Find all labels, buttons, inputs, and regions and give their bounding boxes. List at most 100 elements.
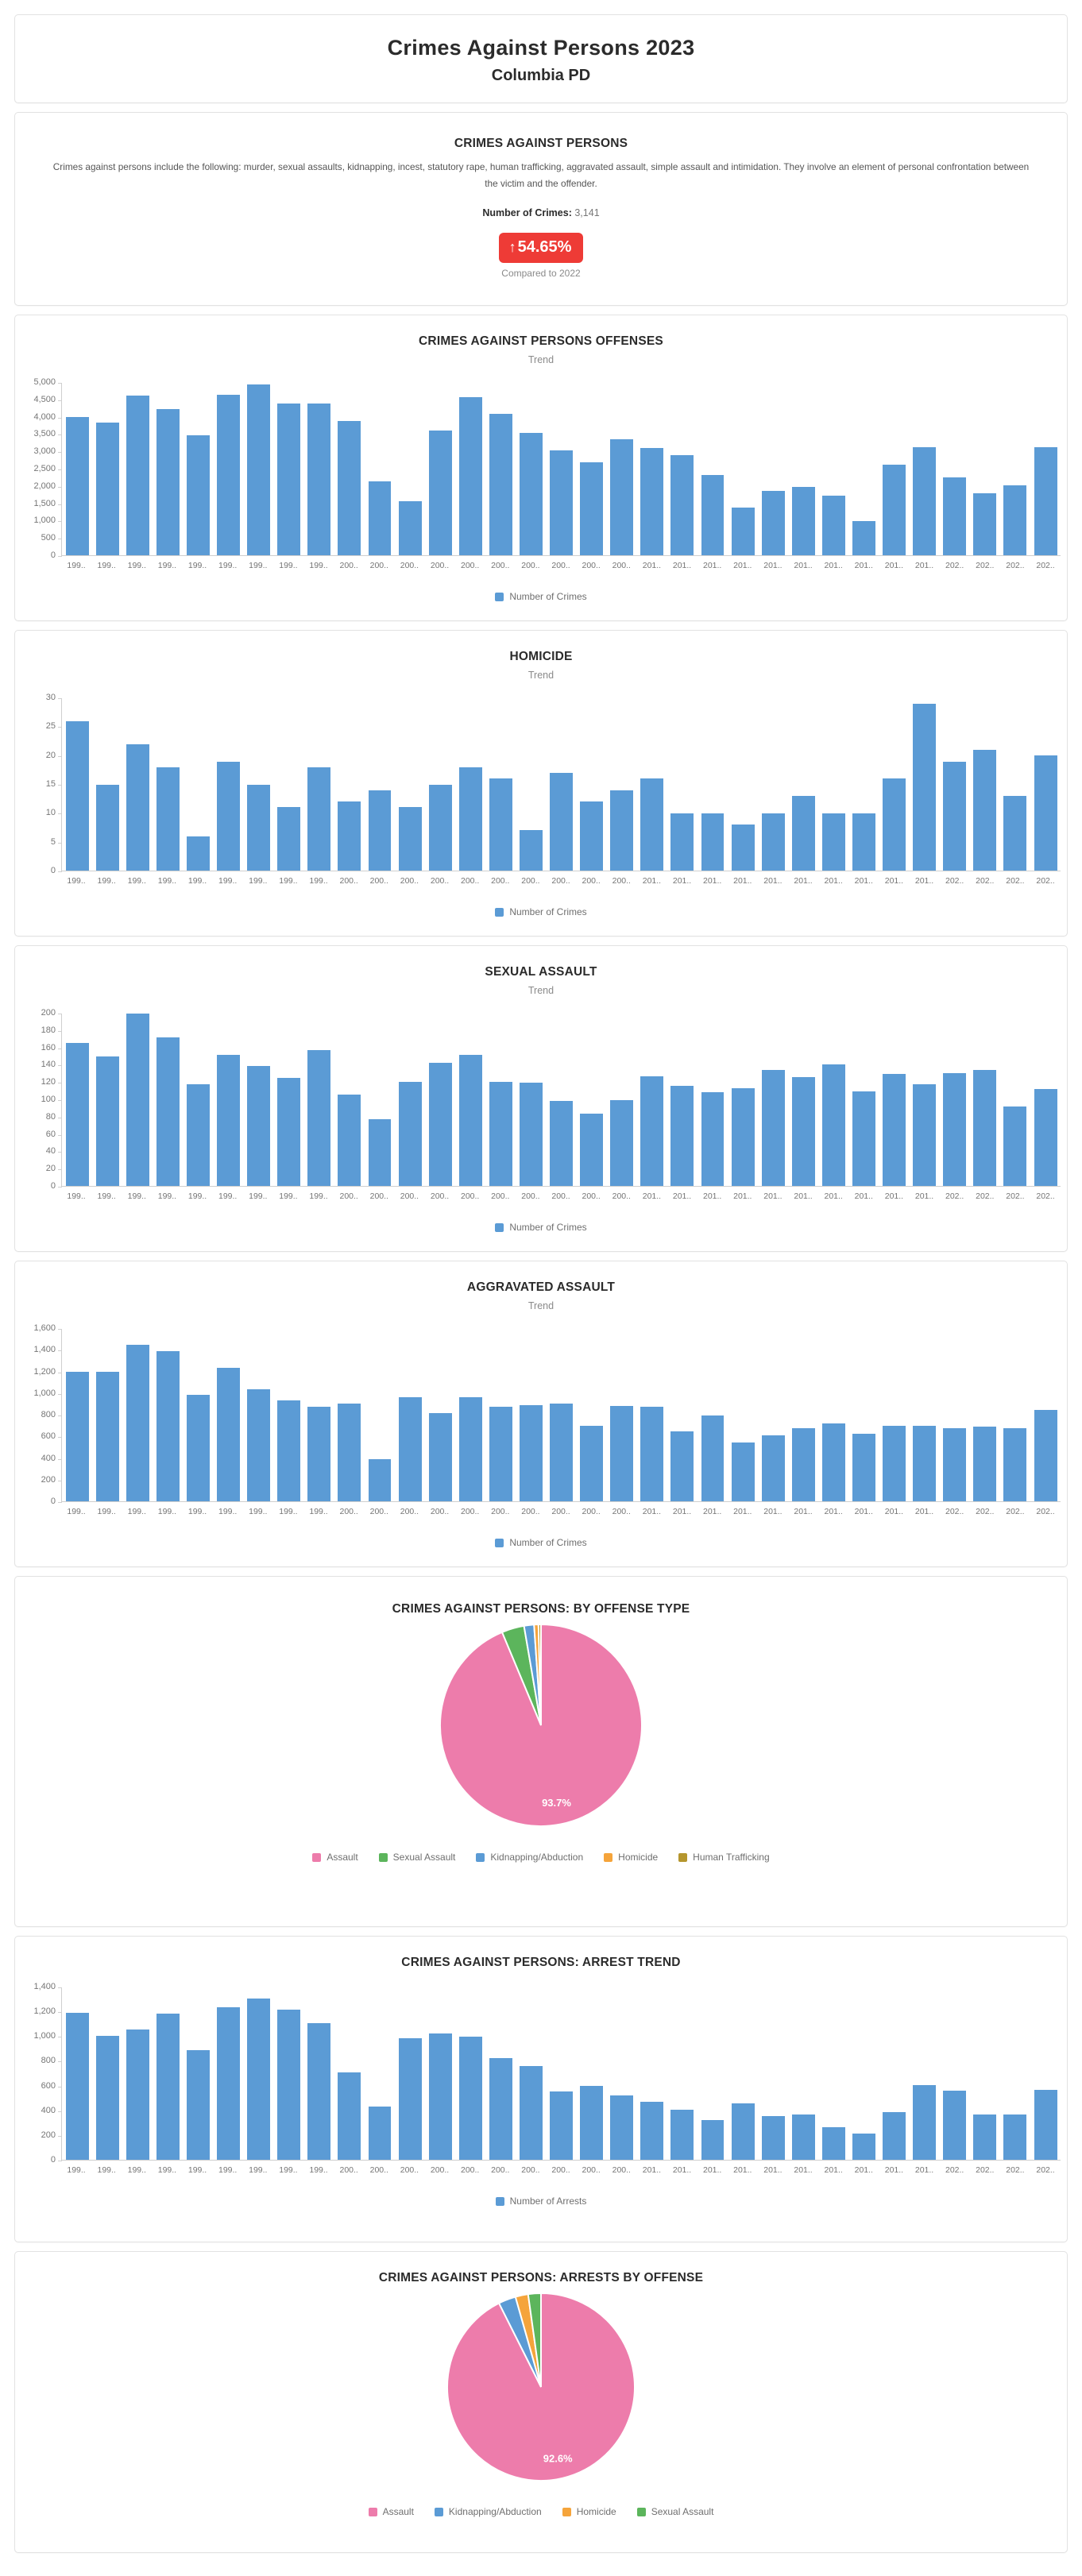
bar-2004[interactable] — [458, 1396, 482, 1501]
bar-1996[interactable] — [217, 395, 240, 555]
bar-2014[interactable] — [761, 2115, 785, 2160]
bar-2006[interactable] — [519, 1404, 543, 1501]
bar-2004[interactable] — [458, 767, 482, 871]
bar-2020[interactable] — [943, 1072, 967, 1186]
bar-1999[interactable] — [307, 1406, 331, 1501]
bar-2021[interactable] — [973, 1427, 997, 1501]
bar-1991[interactable] — [65, 720, 89, 871]
bar-1992[interactable] — [95, 784, 119, 871]
bar-1999[interactable] — [307, 2022, 331, 2160]
bar-2023[interactable] — [1034, 1089, 1057, 1186]
legend-item[interactable]: Assault — [368, 2506, 414, 2517]
bar-1994[interactable] — [156, 408, 180, 555]
bar-1996[interactable] — [217, 761, 240, 871]
bar-2004[interactable] — [458, 397, 482, 555]
bar-2000[interactable] — [338, 1404, 361, 1501]
bar-2007[interactable] — [550, 1404, 574, 1501]
bar-1995[interactable] — [186, 836, 210, 871]
bar-2020[interactable] — [943, 477, 967, 555]
bar-2001[interactable] — [368, 481, 392, 555]
bar-2019[interactable] — [913, 447, 937, 555]
bar-1993[interactable] — [126, 1345, 149, 1501]
bar-2009[interactable] — [610, 1405, 634, 1501]
bar-2021[interactable] — [973, 1069, 997, 1186]
bar-2018[interactable] — [883, 1425, 906, 1501]
legend-item[interactable]: Number of Crimes — [495, 591, 587, 602]
bar-1992[interactable] — [95, 1056, 119, 1186]
bar-1996[interactable] — [217, 2007, 240, 2160]
bar-1993[interactable] — [126, 396, 149, 555]
bar-2002[interactable] — [398, 807, 422, 871]
bar-2012[interactable] — [701, 474, 725, 555]
legend-item[interactable]: Kidnapping/Abduction — [476, 1852, 583, 1863]
bar-2022[interactable] — [1003, 1106, 1027, 1186]
bar-2013[interactable] — [731, 1088, 755, 1186]
bar-2020[interactable] — [943, 761, 967, 871]
legend-item[interactable]: Sexual Assault — [636, 2506, 713, 2517]
bar-2002[interactable] — [398, 1081, 422, 1186]
bar-2017[interactable] — [852, 1433, 875, 1501]
bar-2023[interactable] — [1034, 755, 1057, 871]
bar-1995[interactable] — [186, 435, 210, 555]
bar-2019[interactable] — [913, 1426, 937, 1501]
bar-1998[interactable] — [277, 404, 301, 555]
bar-1992[interactable] — [95, 2036, 119, 2160]
bar-2021[interactable] — [973, 493, 997, 555]
bar-2019[interactable] — [913, 1083, 937, 1186]
bar-1999[interactable] — [307, 403, 331, 555]
bar-1995[interactable] — [186, 1083, 210, 1186]
bar-2022[interactable] — [1003, 485, 1027, 555]
bar-2014[interactable] — [761, 813, 785, 871]
bar-1997[interactable] — [247, 1999, 271, 2160]
bar-2012[interactable] — [701, 1415, 725, 1501]
bar-2017[interactable] — [852, 1091, 875, 1186]
bar-2019[interactable] — [913, 2084, 937, 2160]
bar-1999[interactable] — [307, 767, 331, 871]
bar-2008[interactable] — [580, 1113, 604, 1186]
bar-2000[interactable] — [338, 801, 361, 871]
bar-1998[interactable] — [277, 2009, 301, 2160]
bar-2014[interactable] — [761, 490, 785, 555]
legend-item[interactable]: Number of Crimes — [495, 1537, 587, 1548]
legend-item[interactable]: Human Trafficking — [678, 1852, 770, 1863]
legend-item[interactable]: Homicide — [562, 2506, 616, 2517]
bar-2002[interactable] — [398, 501, 422, 555]
legend-item[interactable]: Number of Crimes — [495, 906, 587, 917]
bar-2022[interactable] — [1003, 1427, 1027, 1501]
bar-1991[interactable] — [65, 2012, 89, 2160]
bar-2011[interactable] — [670, 813, 694, 871]
bar-2003[interactable] — [428, 2033, 452, 2160]
bar-1993[interactable] — [126, 743, 149, 871]
legend-item[interactable]: Kidnapping/Abduction — [434, 2506, 542, 2517]
bar-2005[interactable] — [489, 1407, 512, 1501]
pie-slice-human-trafficking[interactable]: Human Trafficking: 0.4% — [537, 1623, 542, 1726]
bar-2013[interactable] — [731, 508, 755, 555]
bar-2007[interactable] — [550, 773, 574, 871]
bar-2005[interactable] — [489, 2057, 512, 2160]
bar-2007[interactable] — [550, 450, 574, 555]
bar-2017[interactable] — [852, 813, 875, 871]
bar-2006[interactable] — [519, 830, 543, 871]
bar-2006[interactable] — [519, 433, 543, 555]
bar-1992[interactable] — [95, 1372, 119, 1501]
bar-2014[interactable] — [761, 1069, 785, 1186]
bar-2005[interactable] — [489, 1081, 512, 1186]
bar-2021[interactable] — [973, 750, 997, 871]
bar-2018[interactable] — [883, 2111, 906, 2160]
bar-2013[interactable] — [731, 1442, 755, 1501]
bar-2022[interactable] — [1003, 795, 1027, 871]
bar-2023[interactable] — [1034, 2090, 1057, 2160]
bar-2011[interactable] — [670, 1431, 694, 1501]
bar-2000[interactable] — [338, 1095, 361, 1186]
bar-2016[interactable] — [821, 1423, 845, 1501]
bar-2010[interactable] — [640, 778, 664, 871]
bar-2015[interactable] — [791, 795, 815, 871]
bar-1998[interactable] — [277, 807, 301, 871]
bar-2001[interactable] — [368, 2106, 392, 2160]
bar-2003[interactable] — [428, 1413, 452, 1501]
bar-2001[interactable] — [368, 790, 392, 871]
pie-slice-sexual-assault[interactable]: Sexual Assault: 2.2% — [527, 2292, 542, 2388]
bar-2016[interactable] — [821, 813, 845, 871]
bar-2021[interactable] — [973, 2114, 997, 2160]
bar-2013[interactable] — [731, 825, 755, 871]
